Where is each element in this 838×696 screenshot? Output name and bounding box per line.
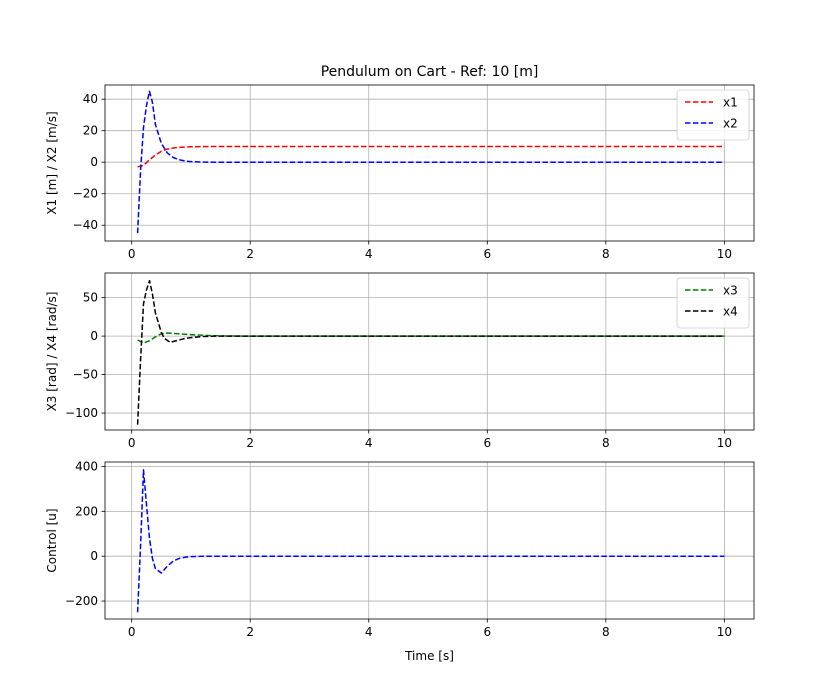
x-tick-label: 10 bbox=[717, 436, 732, 450]
y-axis-label: X1 [m] / X2 [m/s] bbox=[45, 111, 59, 214]
series-line-x4 bbox=[136, 279, 725, 425]
x-tick-label: 2 bbox=[246, 436, 254, 450]
y-tick-label: 0 bbox=[90, 329, 98, 343]
x-tick-label: 0 bbox=[128, 247, 136, 261]
legend-label-x4: x4 bbox=[723, 305, 738, 319]
y-tick-label: −50 bbox=[73, 368, 98, 382]
subplot-2: 0 2 4 6 8 10 −100 −50 0 50 X3 [rad] / X4 [rad/s] x3… bbox=[45, 272, 755, 450]
legend-label-x2: x2 bbox=[723, 117, 738, 131]
x-tick-label: 10 bbox=[717, 625, 732, 639]
y-tick-label: −100 bbox=[65, 406, 98, 420]
series-line-x2 bbox=[136, 90, 725, 234]
x-tick-label: 8 bbox=[602, 625, 610, 639]
x-tick-label: 4 bbox=[365, 436, 373, 450]
y-axis-label: Control [u] bbox=[45, 508, 59, 572]
y-tick-label: 40 bbox=[83, 92, 98, 106]
y-axis-label: X3 [rad] / X4 [rad/s] bbox=[45, 292, 59, 412]
y-tick-label: 200 bbox=[75, 504, 98, 518]
axes-frame bbox=[104, 84, 755, 242]
x-tick-label: 0 bbox=[128, 625, 136, 639]
y-tick-label: 50 bbox=[83, 291, 98, 305]
x-tick-label: 4 bbox=[365, 247, 373, 261]
x-tick-label: 10 bbox=[717, 247, 732, 261]
y-tick-label: 0 bbox=[90, 549, 98, 563]
series-line-x1 bbox=[137, 145, 725, 168]
x-axis-label: Time [s] bbox=[404, 649, 454, 663]
x-tick-label: 6 bbox=[483, 247, 491, 261]
legend-label-x3: x3 bbox=[723, 284, 738, 298]
legend-box bbox=[676, 277, 750, 329]
legend-label-x1: x1 bbox=[723, 96, 738, 110]
legend: x3 x4 bbox=[676, 277, 750, 329]
legend: x1 x2 bbox=[676, 89, 750, 141]
y-tick-label: −40 bbox=[73, 218, 98, 232]
x-tick-label: 2 bbox=[246, 247, 254, 261]
y-tick-label: 0 bbox=[90, 155, 98, 169]
x-tick-label: 0 bbox=[128, 436, 136, 450]
x-tick-label: 4 bbox=[365, 625, 373, 639]
x-tick-label: 6 bbox=[483, 436, 491, 450]
x-tick-label: 6 bbox=[483, 625, 491, 639]
x-tick-label: 2 bbox=[246, 625, 254, 639]
y-tick-label: −20 bbox=[73, 187, 98, 201]
x-tick-label: 8 bbox=[602, 436, 610, 450]
legend-box bbox=[676, 89, 750, 141]
subplot-1: 0 2 4 6 8 10 −40 −20 0 20 40 Pendulum on Cart - Ref… bbox=[45, 64, 755, 261]
axes-frame bbox=[104, 272, 755, 431]
chart-title: Pendulum on Cart - Ref: 10 [m] bbox=[321, 64, 539, 80]
axes-frame bbox=[104, 461, 755, 620]
y-tick-label: 400 bbox=[75, 459, 98, 473]
y-tick-label: −200 bbox=[65, 594, 98, 608]
series-line-control-1 bbox=[136, 469, 725, 613]
x-tick-label: 8 bbox=[602, 247, 610, 261]
y-tick-label: 20 bbox=[83, 124, 98, 138]
subplot-3: 0 2 4 6 8 10 −200 0 200 400 Control [u] Time [s] bbox=[45, 459, 755, 663]
